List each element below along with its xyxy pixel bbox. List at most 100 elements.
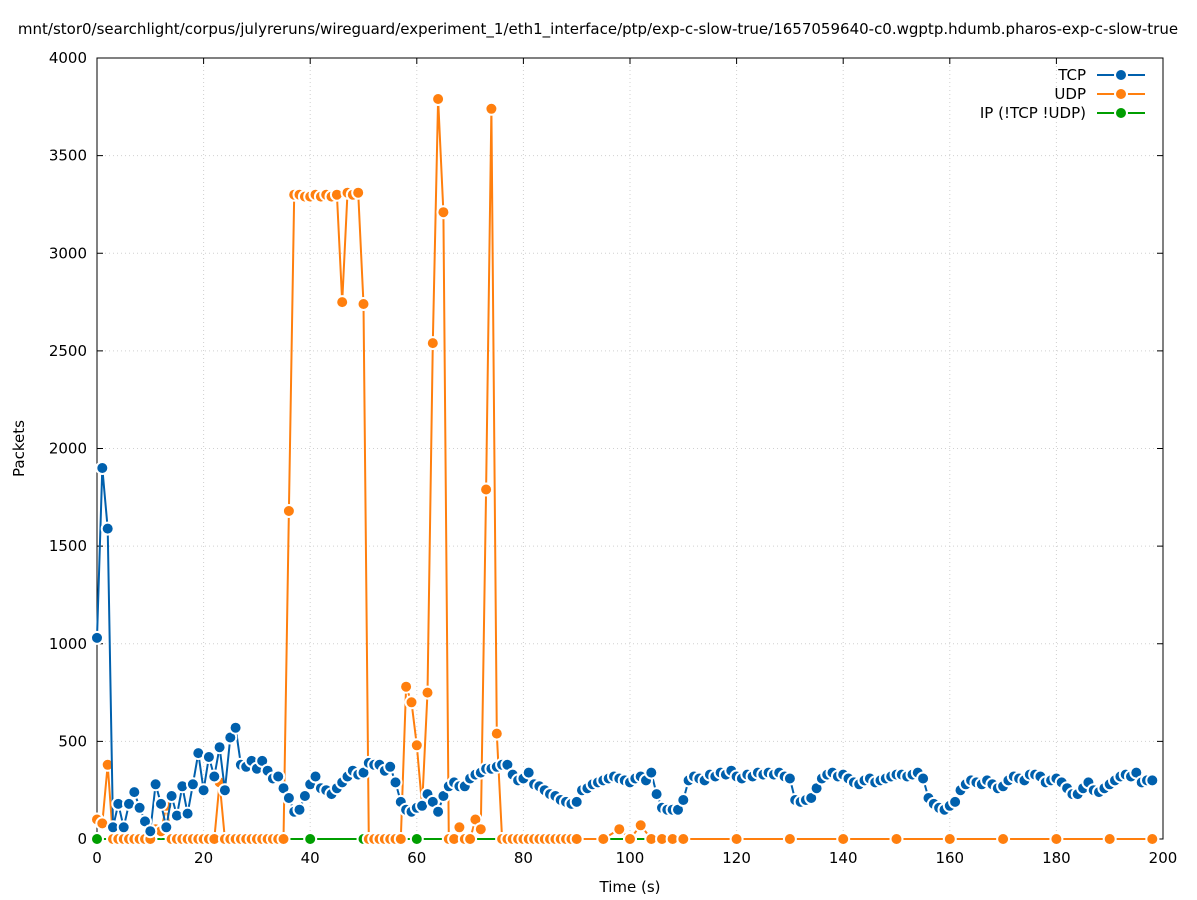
data-point: [484, 101, 499, 116]
data-point: [521, 765, 536, 780]
data-point: [569, 832, 584, 846]
y-axis-label: Packets: [10, 420, 28, 477]
data-point: [676, 793, 691, 807]
data-point: [420, 685, 435, 700]
x-axis-label: Time (s): [599, 878, 661, 896]
legend-marker: [1114, 87, 1128, 101]
grid: [97, 58, 1163, 839]
data-point: [127, 785, 142, 800]
data-point: [159, 820, 174, 835]
data-point: [207, 769, 222, 784]
data-point: [148, 777, 163, 792]
data-point: [388, 775, 403, 790]
data-point: [1145, 832, 1160, 846]
data-point: [569, 794, 584, 809]
data-point: [676, 832, 691, 846]
data-point: [132, 800, 147, 815]
data-point: [154, 796, 168, 811]
data-point: [201, 750, 216, 764]
data-point: [1049, 832, 1064, 846]
data-point: [948, 794, 963, 809]
data-point: [463, 832, 478, 846]
data-point: [633, 818, 648, 833]
data-point: [782, 771, 797, 786]
x-tick-label: 200: [1149, 849, 1178, 867]
data-point: [836, 832, 851, 846]
data-point: [276, 832, 291, 846]
data-point: [308, 769, 323, 784]
data-point: [297, 789, 312, 803]
data-point: [196, 783, 211, 798]
x-tick-label: 40: [301, 849, 320, 867]
data-point: [399, 679, 414, 694]
data-point: [596, 832, 611, 846]
data-point: [431, 804, 446, 819]
data-point: [425, 336, 440, 351]
data-point: [1102, 832, 1117, 846]
data-point: [281, 504, 296, 518]
y-tick-label: 2500: [49, 342, 87, 360]
data-point: [996, 832, 1011, 846]
data-point: [1145, 773, 1160, 788]
x-tick-label: 0: [92, 849, 102, 867]
legend-marker: [1114, 68, 1128, 82]
data-point: [95, 461, 110, 475]
x-tick-label: 180: [1042, 849, 1071, 867]
data-point: [889, 832, 904, 846]
y-tick-label: 1500: [49, 537, 87, 555]
data-point: [180, 806, 195, 821]
x-tick-label: 140: [829, 849, 858, 867]
data-point: [644, 765, 659, 780]
x-tick-label: 120: [722, 849, 751, 867]
series-udp: [90, 92, 1160, 846]
legend-label: IP (!TCP !UDP): [980, 104, 1086, 122]
data-point: [623, 832, 637, 846]
legend-marker: [1114, 106, 1128, 120]
data-point: [612, 822, 627, 837]
series: [90, 92, 1160, 846]
legend-item: IP (!TCP !UDP): [980, 104, 1145, 122]
data-point: [351, 185, 366, 200]
legend-item: UDP: [1054, 85, 1145, 103]
data-point: [100, 757, 115, 772]
x-tick-label: 100: [616, 849, 645, 867]
data-point: [431, 92, 446, 106]
data-point: [489, 726, 504, 741]
axis-ticks: 0 20 40 60 80 100 120 140 160 180 2000500100015002…: [49, 49, 1178, 867]
data-point: [100, 521, 115, 536]
data-point: [143, 824, 158, 839]
x-tick-label: 60: [407, 849, 426, 867]
data-point: [228, 720, 243, 735]
series-tcp: [90, 461, 1160, 839]
y-tick-label: 500: [58, 732, 87, 750]
data-point: [271, 769, 286, 784]
x-tick-label: 160: [935, 849, 964, 867]
legend-label: UDP: [1054, 85, 1086, 103]
data-point: [281, 791, 296, 805]
data-point: [185, 777, 200, 792]
data-point: [452, 820, 467, 835]
series-line: [96, 98, 1153, 840]
data-point: [473, 822, 488, 837]
data-point: [782, 832, 797, 846]
data-point: [404, 695, 419, 710]
y-tick-label: 0: [77, 830, 87, 848]
data-point: [356, 297, 371, 311]
data-point: [729, 832, 744, 846]
data-point: [436, 205, 451, 220]
y-tick-label: 3500: [49, 147, 87, 165]
data-point: [335, 295, 350, 310]
data-point: [383, 759, 398, 774]
data-point: [303, 832, 318, 846]
data-point: [116, 820, 131, 835]
data-point: [393, 832, 408, 846]
data-point: [649, 787, 664, 802]
data-point: [164, 789, 179, 803]
data-point: [212, 740, 227, 755]
data-point: [409, 738, 424, 753]
data-point: [292, 802, 307, 817]
data-point: [409, 832, 424, 846]
y-tick-label: 1000: [49, 635, 87, 653]
